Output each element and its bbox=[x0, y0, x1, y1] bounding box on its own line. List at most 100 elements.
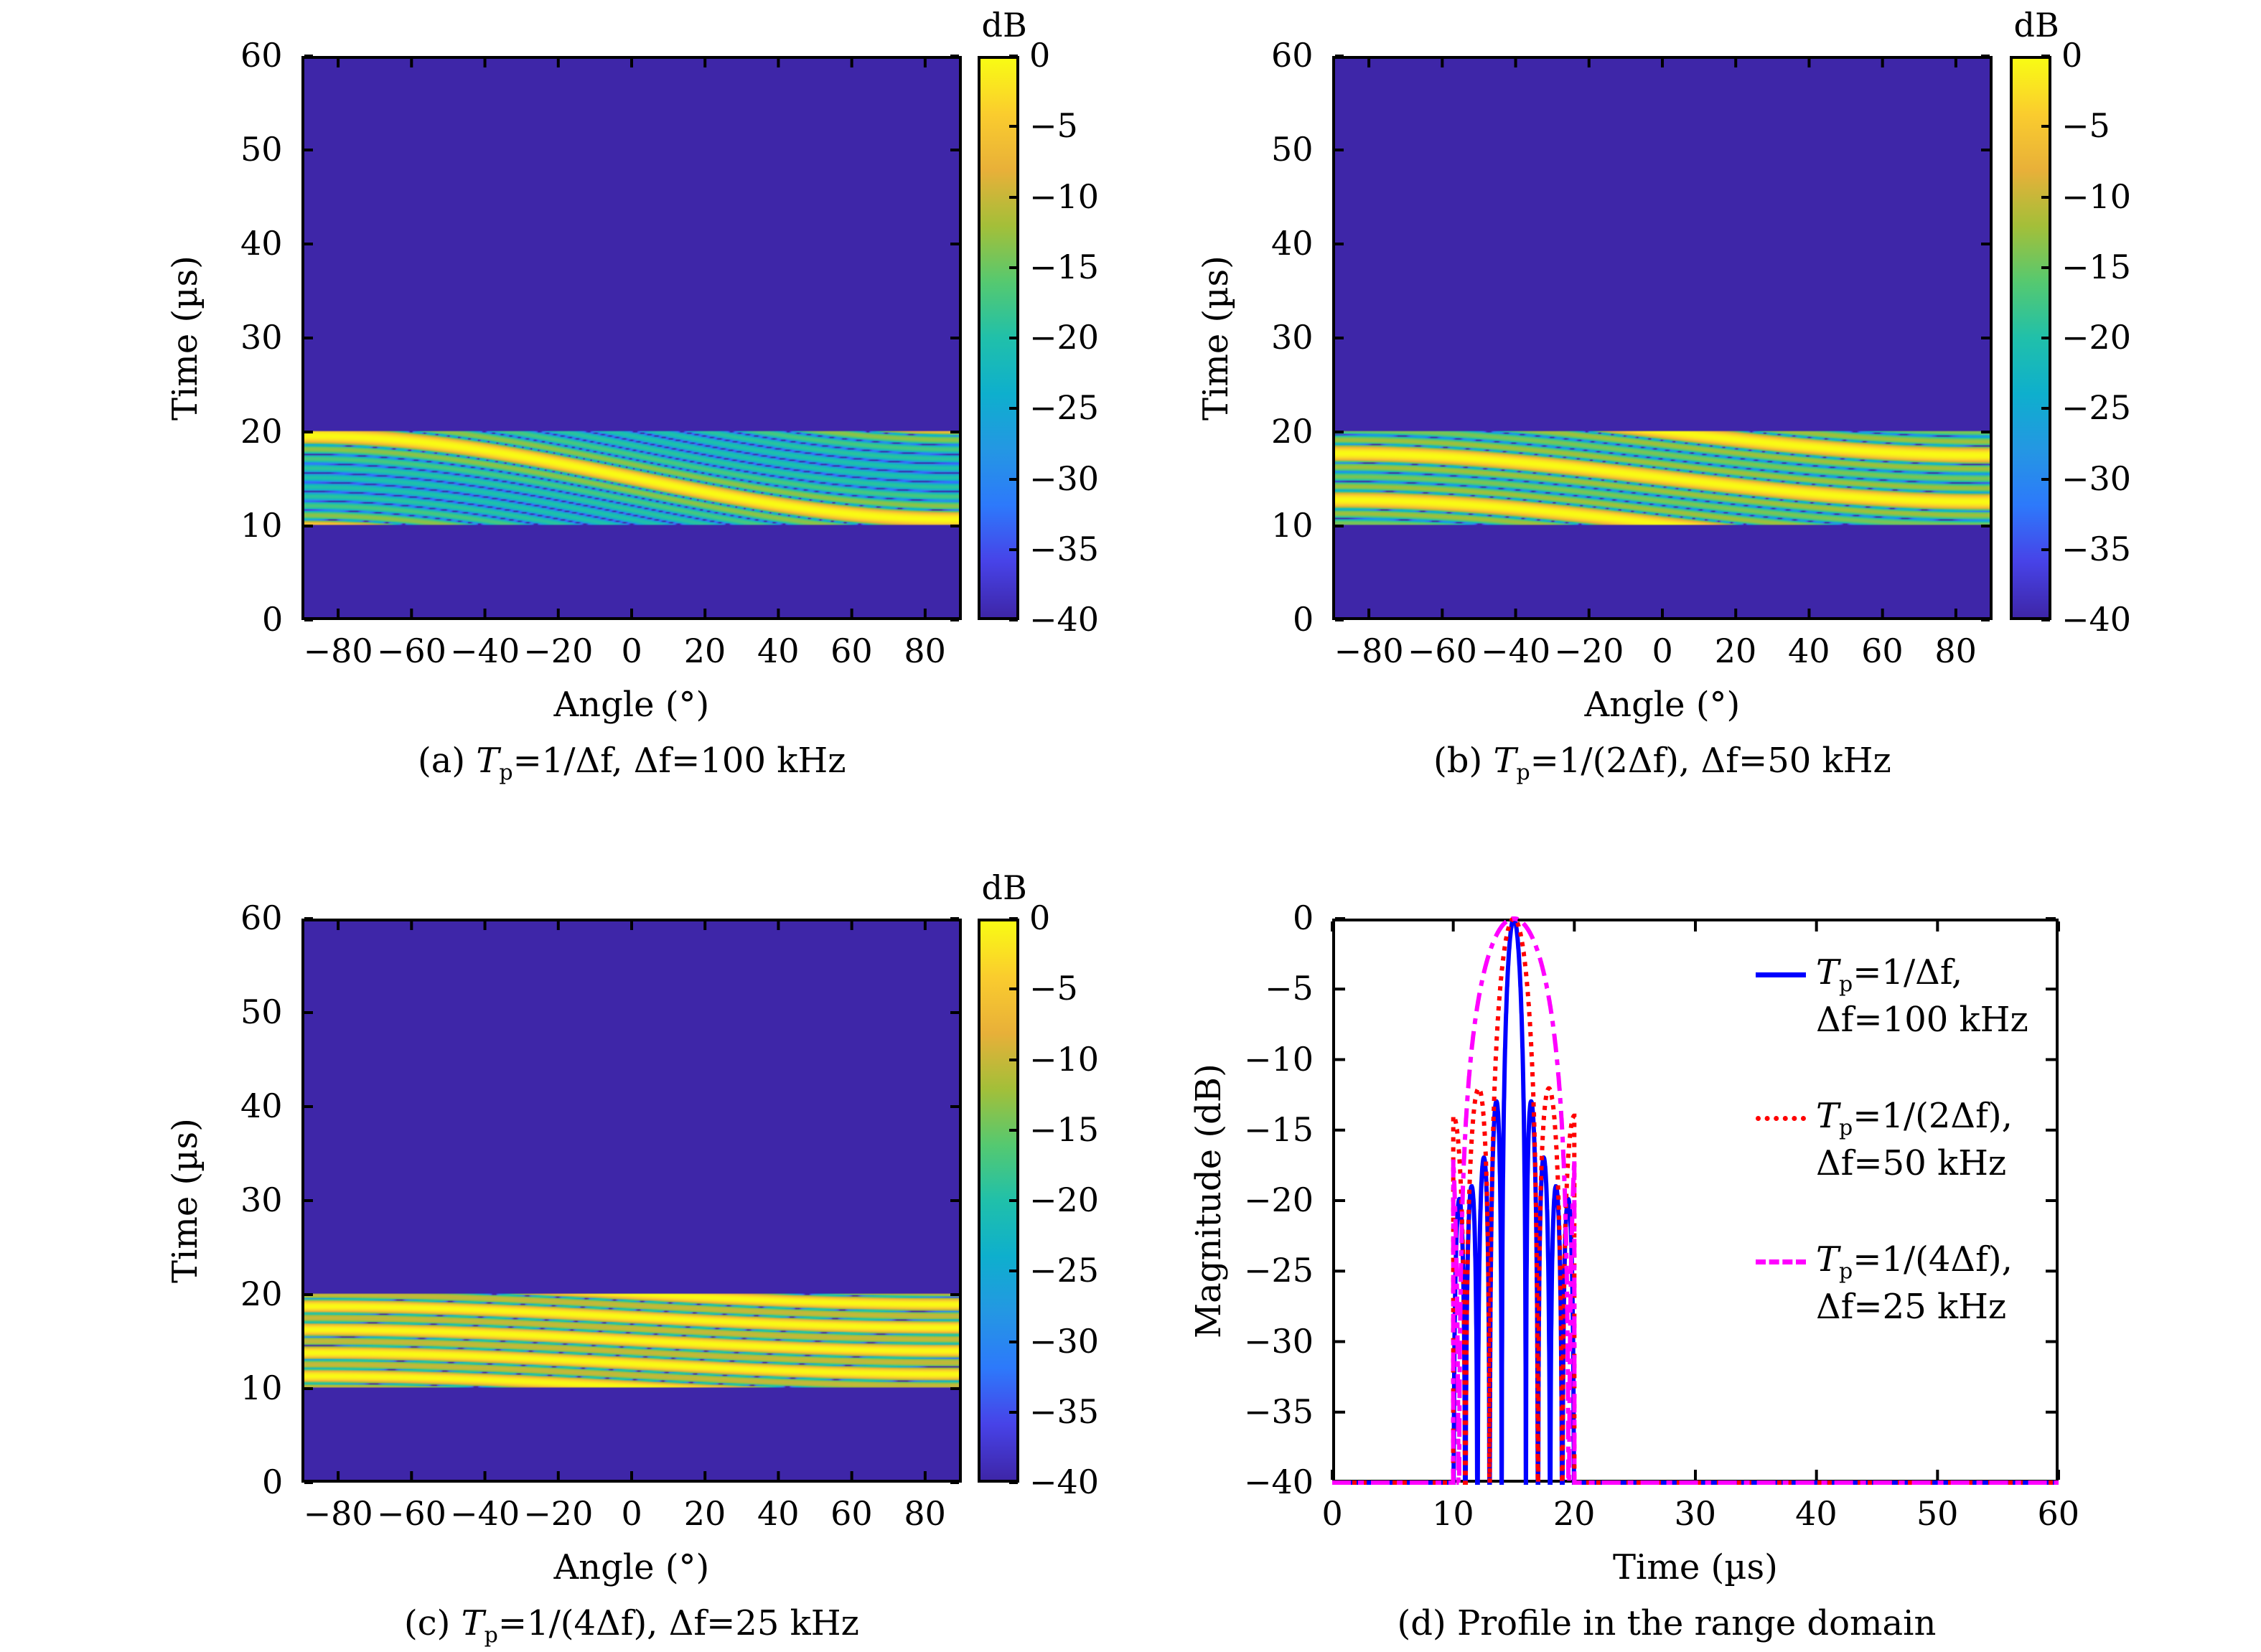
x-tick-label: −40 bbox=[450, 1494, 520, 1533]
series-line-2 bbox=[1332, 916, 2059, 1485]
colorbar-tick-label: −20 bbox=[1029, 318, 1100, 357]
y-tick-label: −40 bbox=[1244, 1463, 1314, 1501]
caption-rest: =1/(2Δf), Δf=50 kHz bbox=[1530, 741, 1891, 781]
legend-item: Tp=1/Δf, Δf=100 kHz bbox=[1756, 951, 2028, 1041]
x-axis-label: Angle (°) bbox=[553, 685, 710, 725]
heatmap-plot-area bbox=[301, 56, 962, 620]
colorbar-tick-mark bbox=[1009, 1340, 1018, 1343]
y-tick-label: 30 bbox=[240, 1181, 283, 1219]
y-tick-label: −20 bbox=[1244, 1181, 1314, 1219]
y-tick-label: −30 bbox=[1244, 1321, 1314, 1361]
x-tick-label: −60 bbox=[1407, 632, 1477, 670]
legend-swatch bbox=[1756, 1116, 1806, 1121]
colorbar-tick-label: −40 bbox=[1029, 1463, 1100, 1501]
y-axis-label: Time (µs) bbox=[165, 255, 205, 421]
caption-prefix: (a) bbox=[418, 741, 477, 781]
x-tick-label: 0 bbox=[1652, 632, 1673, 670]
x-tick-label: 0 bbox=[621, 1494, 642, 1533]
colorbar-tick-mark bbox=[1009, 1058, 1018, 1061]
colorbar-tick-mark bbox=[2041, 407, 2050, 410]
colorbar-tick-label: −35 bbox=[1029, 529, 1100, 568]
y-tick-label: 0 bbox=[1293, 898, 1314, 937]
colorbar-tick-label: −15 bbox=[1029, 1109, 1100, 1149]
panel-caption: (a) Tp=1/Δf, Δf=100 kHz bbox=[418, 741, 846, 786]
axis-ticks bbox=[304, 55, 959, 621]
x-tick-label: 20 bbox=[1714, 632, 1757, 670]
axis-ticks bbox=[1335, 55, 1990, 621]
colorbar-tick-label: −5 bbox=[1029, 106, 1078, 146]
colorbar-tick-mark bbox=[1009, 619, 1018, 621]
colorbar-tick-mark bbox=[1009, 1410, 1018, 1414]
x-axis-label: Angle (°) bbox=[553, 1547, 710, 1587]
colorbar-tick-label: −5 bbox=[1029, 969, 1078, 1008]
x-tick-label: −80 bbox=[303, 632, 373, 670]
colorbar-tick-label: −25 bbox=[1029, 1251, 1100, 1290]
caption-rest: =1/(4Δf), Δf=25 kHz bbox=[497, 1603, 859, 1643]
colorbar-tick-label: −40 bbox=[1029, 600, 1100, 639]
legend-swatch bbox=[1756, 972, 1806, 977]
caption-symbol: T bbox=[1493, 741, 1517, 781]
y-tick-label: 0 bbox=[262, 1463, 284, 1501]
caption-prefix: (b) bbox=[1433, 741, 1494, 781]
caption-subscript: p bbox=[499, 760, 513, 786]
y-tick-label: 0 bbox=[1293, 600, 1314, 639]
colorbar-tick-mark bbox=[1009, 266, 1018, 269]
y-tick-label: 30 bbox=[240, 318, 283, 357]
colorbar-tick-label: −20 bbox=[2061, 318, 2132, 357]
colorbar-tick-mark bbox=[1009, 1269, 1018, 1273]
y-tick-label: 60 bbox=[1271, 36, 1314, 75]
x-tick-label: 40 bbox=[1787, 632, 1830, 670]
x-tick-label: 0 bbox=[1321, 1494, 1343, 1533]
heatmap-image bbox=[1335, 59, 1990, 617]
colorbar-tick-mark bbox=[1009, 55, 1018, 57]
colorbar-tick-label: −35 bbox=[1029, 1391, 1100, 1431]
colorbar-tick-label: 0 bbox=[1029, 36, 1051, 75]
colorbar-tick-label: 0 bbox=[2061, 36, 2083, 75]
legend-label: Tp=1/Δf, Δf=100 kHz bbox=[1816, 952, 2028, 1041]
colorbar-tick-mark bbox=[1009, 195, 1018, 199]
x-tick-label: −20 bbox=[1554, 632, 1624, 670]
y-tick-label: 0 bbox=[262, 600, 284, 639]
caption-prefix: (c) bbox=[404, 1603, 462, 1643]
colorbar-tick-label: −30 bbox=[2061, 459, 2132, 498]
x-tick-label: 20 bbox=[683, 632, 726, 670]
colorbar-tick-label: −15 bbox=[2061, 247, 2132, 286]
colorbar-tick-mark bbox=[1009, 407, 1018, 410]
colorbar-tick-label: −10 bbox=[1029, 1039, 1100, 1079]
y-tick-label: 50 bbox=[240, 992, 283, 1031]
colorbar-tick-mark bbox=[1009, 125, 1018, 128]
y-tick-label: 10 bbox=[240, 506, 283, 545]
x-axis-label: Angle (°) bbox=[1584, 685, 1741, 725]
x-tick-label: 10 bbox=[1432, 1494, 1474, 1533]
y-tick-label: −15 bbox=[1244, 1109, 1314, 1149]
x-tick-label: −40 bbox=[450, 632, 520, 670]
x-tick-label: 30 bbox=[1674, 1494, 1717, 1533]
panel-caption: (d) Profile in the range domain bbox=[1397, 1603, 1937, 1643]
x-tick-label: 60 bbox=[1861, 632, 1904, 670]
colorbar-tick-mark bbox=[1009, 1481, 1018, 1484]
x-tick-label: 80 bbox=[1934, 632, 1977, 670]
caption-rest: =1/Δf, Δf=100 kHz bbox=[512, 741, 846, 781]
x-tick-label: 40 bbox=[757, 632, 800, 670]
colorbar-tick-mark bbox=[2041, 55, 2050, 57]
legend-item: Tp=1/(4Δf), Δf=25 kHz bbox=[1756, 1238, 2013, 1328]
colorbar-tick-mark bbox=[1009, 917, 1018, 920]
y-axis-label: Magnitude (dB) bbox=[1189, 1063, 1229, 1338]
y-tick-label: 50 bbox=[240, 130, 283, 169]
y-tick-label: 20 bbox=[240, 412, 283, 451]
x-tick-label: −40 bbox=[1481, 632, 1551, 670]
colorbar-tick-mark bbox=[2041, 619, 2050, 621]
x-tick-label: 50 bbox=[1916, 1494, 1959, 1533]
x-tick-label: −60 bbox=[376, 632, 446, 670]
colorbar-tick-label: −30 bbox=[1029, 459, 1100, 498]
x-tick-label: 60 bbox=[830, 1494, 873, 1533]
axis-ticks bbox=[304, 917, 959, 1484]
colorbar-tick-mark bbox=[2041, 477, 2050, 481]
y-tick-label: 10 bbox=[1271, 506, 1314, 545]
legend-label: Tp=1/(2Δf), Δf=50 kHz bbox=[1816, 1096, 2013, 1184]
x-tick-label: −20 bbox=[523, 1494, 594, 1533]
colorbar-tick-mark bbox=[2041, 548, 2050, 551]
colorbar-tick-label: −15 bbox=[1029, 247, 1100, 286]
x-tick-label: −80 bbox=[1334, 632, 1404, 670]
panel-caption: (c) Tp=1/(4Δf), Δf=25 kHz bbox=[404, 1603, 859, 1648]
